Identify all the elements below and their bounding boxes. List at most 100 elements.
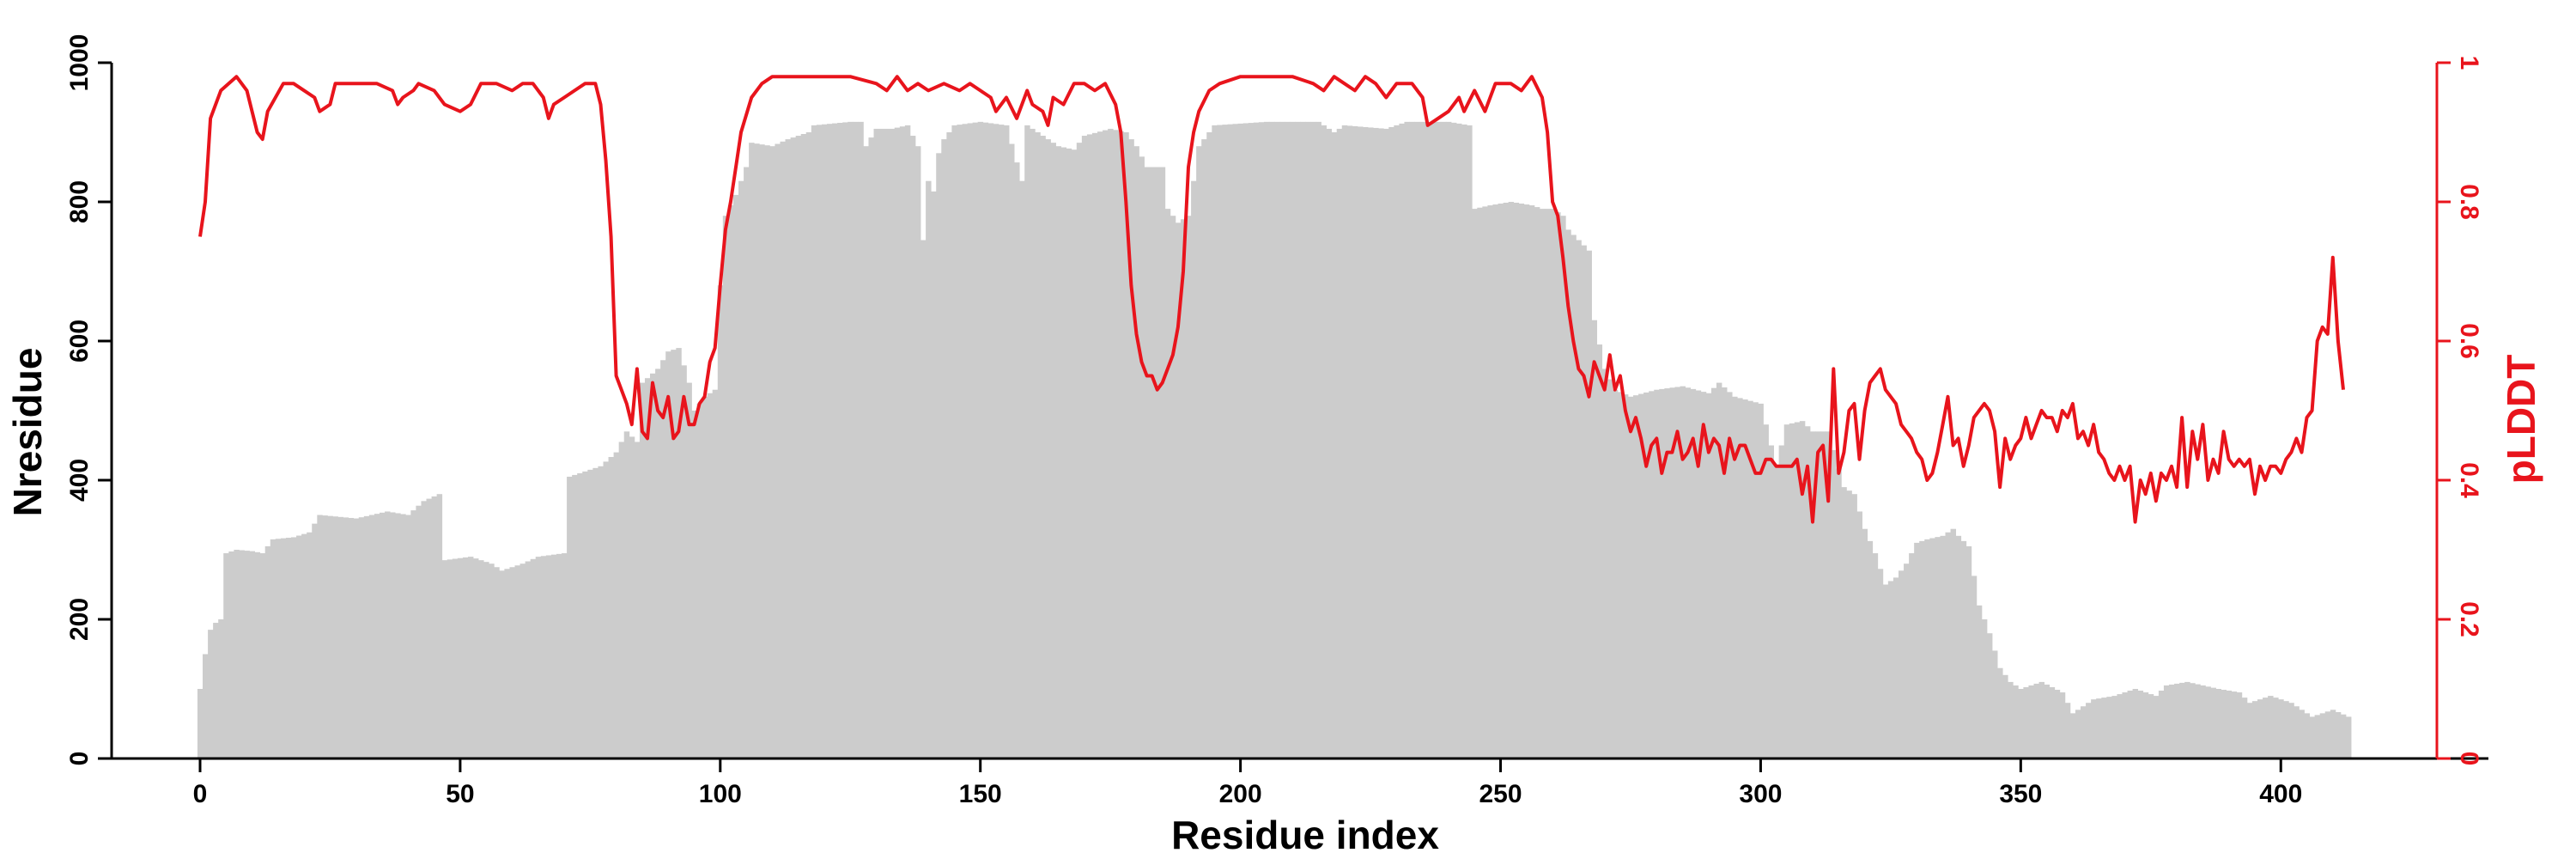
residue-bar xyxy=(889,128,896,758)
residue-bar xyxy=(1555,212,1561,758)
residue-bar xyxy=(431,496,438,758)
x-tick-label: 50 xyxy=(446,780,474,808)
residue-bar xyxy=(457,557,464,758)
residue-bar xyxy=(1700,392,1707,758)
residue-bar xyxy=(2236,692,2243,758)
residue-bar xyxy=(416,505,422,758)
residue-bar xyxy=(1321,125,1327,758)
residue-bar xyxy=(1674,387,1680,758)
residue-bar xyxy=(1091,132,1098,758)
residue-bar xyxy=(1680,386,1686,758)
residue-bar xyxy=(634,442,641,758)
residue-bar xyxy=(2137,691,2144,758)
residue-bar xyxy=(2231,691,2238,758)
residue-bar xyxy=(337,516,343,758)
x-tick-label: 300 xyxy=(1739,780,1782,808)
residue-bar xyxy=(655,369,661,758)
residue-bar xyxy=(2283,701,2289,758)
residue-bar xyxy=(582,471,588,759)
residue-bar xyxy=(1383,128,1389,758)
x-tick-label: 350 xyxy=(1999,780,2042,808)
residue-bar xyxy=(1955,535,1962,758)
residue-bar xyxy=(545,555,552,758)
residue-bar xyxy=(1128,139,1134,759)
residue-bar xyxy=(2293,706,2300,758)
residue-bar xyxy=(1024,125,1030,758)
residue-bar xyxy=(816,125,823,758)
residue-bar xyxy=(1123,132,1129,758)
residue-bar xyxy=(587,469,593,758)
residue-bar xyxy=(982,122,989,758)
residue-bar xyxy=(1841,487,1847,758)
y-tick-label: 200 xyxy=(65,598,94,641)
residue-bar xyxy=(317,515,323,758)
residue-bar xyxy=(837,123,843,758)
residue-bar xyxy=(738,180,744,758)
residue-bar xyxy=(249,551,255,758)
residue-bar xyxy=(712,389,719,758)
y2-tick-label: 0.2 xyxy=(2455,601,2483,637)
residue-bar xyxy=(2288,703,2294,758)
residue-bar xyxy=(858,121,864,759)
residue-bar xyxy=(1336,128,1343,758)
residue-bar xyxy=(1425,121,1431,759)
residue-bar xyxy=(894,127,901,759)
residue-bar xyxy=(1965,545,1972,758)
residue-bar xyxy=(1997,667,2003,758)
residue-bar xyxy=(1040,136,1046,759)
residue-bar xyxy=(1909,553,1915,758)
residue-bar xyxy=(550,554,557,758)
x-tick-label: 0 xyxy=(193,780,208,808)
residue-bar xyxy=(1862,528,1868,758)
residue-bar xyxy=(1727,392,1733,758)
residue-bar xyxy=(665,351,671,758)
residue-bar xyxy=(1960,540,1967,759)
residue-bar xyxy=(467,557,474,758)
residue-bar xyxy=(1872,553,1879,758)
residue-bar xyxy=(832,123,838,759)
residue-bar xyxy=(805,132,812,758)
residue-bar xyxy=(1108,128,1114,758)
residue-bar xyxy=(1627,396,1634,758)
x-tick-label: 400 xyxy=(2259,780,2302,808)
residue-bar xyxy=(1924,539,1930,758)
residue-bar xyxy=(1331,132,1338,758)
residue-bar xyxy=(1768,445,1774,758)
residue-bar xyxy=(1201,139,1207,759)
residue-bar xyxy=(702,396,708,758)
residue-bar xyxy=(1232,124,1238,758)
residue-bar xyxy=(2091,699,2097,758)
residue-bar xyxy=(1940,535,1946,758)
residue-bar xyxy=(2200,685,2206,758)
residue-bar xyxy=(1976,605,1983,758)
residue-bar xyxy=(2246,703,2253,758)
residue-bar xyxy=(483,562,489,758)
residue-bar xyxy=(208,630,214,758)
residue-bar xyxy=(2205,686,2211,758)
x-axis-title: Residue index xyxy=(1171,813,1439,857)
residue-bar xyxy=(987,123,994,759)
y-tick-label: 1000 xyxy=(65,34,94,92)
residue-bar xyxy=(1722,387,1728,758)
residue-bar xyxy=(2038,681,2045,758)
residue-bar xyxy=(1747,400,1753,758)
y-tick-label: 400 xyxy=(65,459,94,502)
residue-bar xyxy=(884,128,890,758)
residue-bar xyxy=(1310,121,1316,759)
residue-bar xyxy=(1523,204,1530,759)
residue-bar xyxy=(1705,393,1712,758)
residue-bar xyxy=(1586,250,1592,758)
residue-bar xyxy=(821,124,828,759)
residue-bar xyxy=(494,567,500,758)
residue-bar xyxy=(2096,698,2102,758)
residue-bar xyxy=(1071,149,1078,758)
residue-bar xyxy=(400,514,406,758)
residue-bar xyxy=(1461,124,1467,758)
residue-bar xyxy=(410,510,416,758)
residue-bar xyxy=(1326,128,1333,758)
residue-bar xyxy=(2319,713,2326,758)
residue-bar xyxy=(717,285,724,758)
residue-bar xyxy=(2142,692,2149,758)
residue-bar xyxy=(2002,674,2008,758)
residue-bar xyxy=(1409,121,1415,759)
